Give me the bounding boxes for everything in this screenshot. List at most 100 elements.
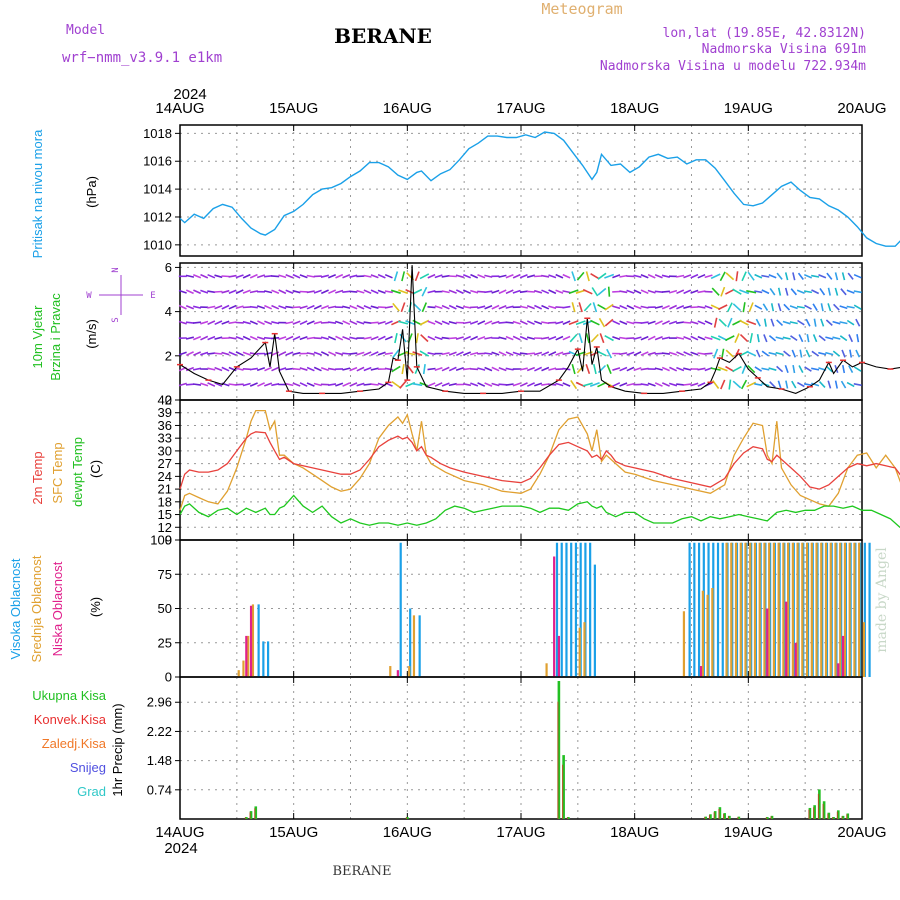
- dewpt-label: dewpt Temp: [70, 437, 85, 507]
- wind-arrow: [264, 304, 273, 310]
- wind-arrow: [763, 318, 767, 327]
- wind-arrow: [363, 336, 372, 340]
- wind-arrow: [541, 366, 550, 372]
- year-top: 2024: [173, 86, 206, 103]
- wind-arrow: [746, 350, 757, 357]
- wind-arrow: [846, 381, 855, 388]
- wind-arrow: [427, 320, 436, 325]
- wind-arrow: [742, 302, 746, 313]
- wind-arrow: [370, 335, 379, 341]
- wind-arrow: [704, 352, 713, 355]
- wind-arrow: [668, 320, 678, 325]
- wind-arrow: [647, 351, 656, 356]
- wind-arrow: [796, 289, 805, 294]
- wind-arrow: [776, 272, 783, 280]
- y-tick-label: 12: [158, 520, 172, 535]
- wind-arrow: [619, 320, 628, 325]
- wind-arrow: [661, 352, 671, 355]
- wind-arrow: [377, 335, 386, 341]
- wind-arrow: [228, 351, 237, 356]
- wind-arrow: [519, 305, 528, 309]
- cloud-unit: (%): [88, 597, 103, 617]
- wind-arrow: [541, 321, 550, 325]
- wind-arrow: [593, 364, 597, 375]
- wind-arrow: [803, 273, 813, 279]
- wind-arrow: [448, 337, 457, 340]
- wind-arrow: [582, 382, 593, 387]
- wind-arrow: [797, 319, 805, 326]
- y-tick-label: 33: [158, 431, 172, 446]
- wind-arrow: [790, 335, 798, 342]
- wind-arrow: [761, 289, 770, 295]
- wind-arrow: [477, 290, 486, 293]
- wind-arrow: [619, 304, 628, 310]
- wind-arrow: [470, 289, 479, 294]
- pressure-unit: (hPa): [84, 176, 99, 208]
- wind-arrow: [725, 335, 735, 342]
- wind-arrow: [839, 335, 848, 342]
- wind-arrow: [306, 304, 315, 310]
- wind-arrow: [400, 302, 406, 313]
- wind-arrow: [441, 366, 450, 372]
- wind-arrow: [462, 351, 472, 356]
- wind-arrow: [349, 304, 358, 310]
- wind-arrow: [285, 289, 294, 295]
- wind-arrow: [612, 336, 621, 341]
- wind-arrow: [349, 274, 358, 278]
- wind-arrow: [548, 305, 557, 310]
- wind-arrow: [434, 320, 443, 326]
- wind-arrow: [640, 335, 649, 341]
- day-label-bottom: 19AUG: [724, 824, 773, 841]
- wind-arrow: [783, 350, 791, 357]
- wind-arrow: [491, 366, 500, 372]
- wind-arrow: [292, 382, 301, 387]
- wind-arrow: [363, 289, 372, 295]
- wind-arrow: [704, 274, 713, 279]
- wind-arrow: [640, 289, 649, 295]
- wind-arrow: [825, 336, 834, 340]
- wind-arrow: [640, 351, 649, 356]
- wind-arrow: [349, 382, 358, 387]
- wind-arrow: [842, 364, 846, 374]
- wind-arrow: [419, 350, 430, 357]
- model-label: Model: [66, 23, 105, 38]
- wind-arrow: [335, 273, 344, 279]
- wind-arrow: [285, 273, 294, 279]
- wind-arrow: [640, 383, 649, 386]
- wind-arrow: [349, 352, 358, 355]
- wind-arrow: [264, 320, 273, 325]
- wind-arrow: [214, 320, 223, 326]
- wind-arrow: [384, 273, 393, 279]
- wind-arrow: [739, 319, 749, 326]
- wind-arrow: [370, 367, 379, 371]
- wind-arrow: [228, 336, 237, 340]
- wind-arrow: [207, 273, 216, 279]
- wind-arrow: [349, 320, 358, 326]
- wind-arrow: [534, 366, 543, 372]
- wind-arrow: [803, 383, 813, 387]
- wind-arrow: [578, 302, 583, 313]
- wind-arrow: [820, 303, 824, 312]
- day-label-top: 16AUG: [383, 100, 432, 117]
- wind-arrow: [548, 321, 557, 324]
- day-label-bottom: 17AUG: [496, 824, 545, 841]
- y-tick-label: 0: [165, 393, 172, 408]
- wind-arrow: [306, 366, 315, 372]
- wind-arrow: [299, 274, 308, 279]
- wind-arrow: [185, 289, 194, 295]
- wind-arrow: [441, 320, 450, 325]
- wind-arrow: [327, 305, 337, 309]
- wind-arrow: [633, 366, 642, 372]
- y-tick-label: 1014: [143, 182, 172, 197]
- wind-arrow: [434, 382, 443, 387]
- wind-arrow: [633, 305, 642, 310]
- wind-arrow: [840, 288, 847, 296]
- wind-arrow: [427, 290, 436, 294]
- wind-arrow: [697, 290, 706, 294]
- wind-arrow: [534, 320, 543, 325]
- wind-arrow: [249, 273, 258, 279]
- wind-arrows: [178, 271, 862, 390]
- wind-arrow: [849, 349, 853, 358]
- credit-text: made by Angel: [874, 547, 890, 653]
- wind-arrow: [571, 271, 576, 282]
